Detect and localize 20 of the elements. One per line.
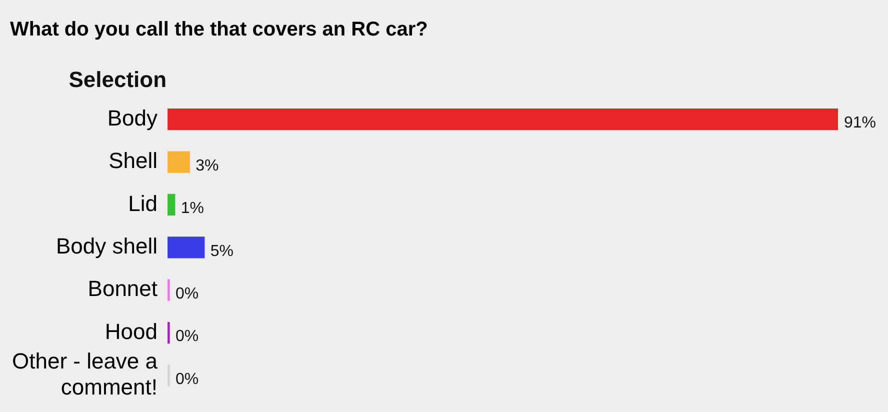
y-tick-label: Hood xyxy=(104,318,158,344)
bar xyxy=(168,108,838,130)
data-label: 0% xyxy=(176,285,199,302)
data-label: 1% xyxy=(180,200,204,218)
data-label: 0% xyxy=(176,370,199,388)
y-tick-label: Shell xyxy=(108,148,158,174)
chart-title: What do you call the that covers an RC car? xyxy=(10,18,428,41)
data-label: 3% xyxy=(196,157,219,174)
data-label: 0% xyxy=(176,328,199,346)
bar xyxy=(168,236,205,258)
bar xyxy=(168,151,190,173)
y-tick-label: Body shell xyxy=(56,233,158,258)
y-axis-title: Selection xyxy=(68,67,167,92)
data-label: 91% xyxy=(844,114,876,132)
y-tick-label: Lid xyxy=(128,190,158,216)
y-tick-label: Bonnet xyxy=(88,276,158,302)
bar xyxy=(168,194,176,216)
y-tick-label: Body xyxy=(107,105,158,130)
y-tick-label: Other - leave a comment! xyxy=(12,348,158,400)
data-label: 5% xyxy=(210,242,234,260)
